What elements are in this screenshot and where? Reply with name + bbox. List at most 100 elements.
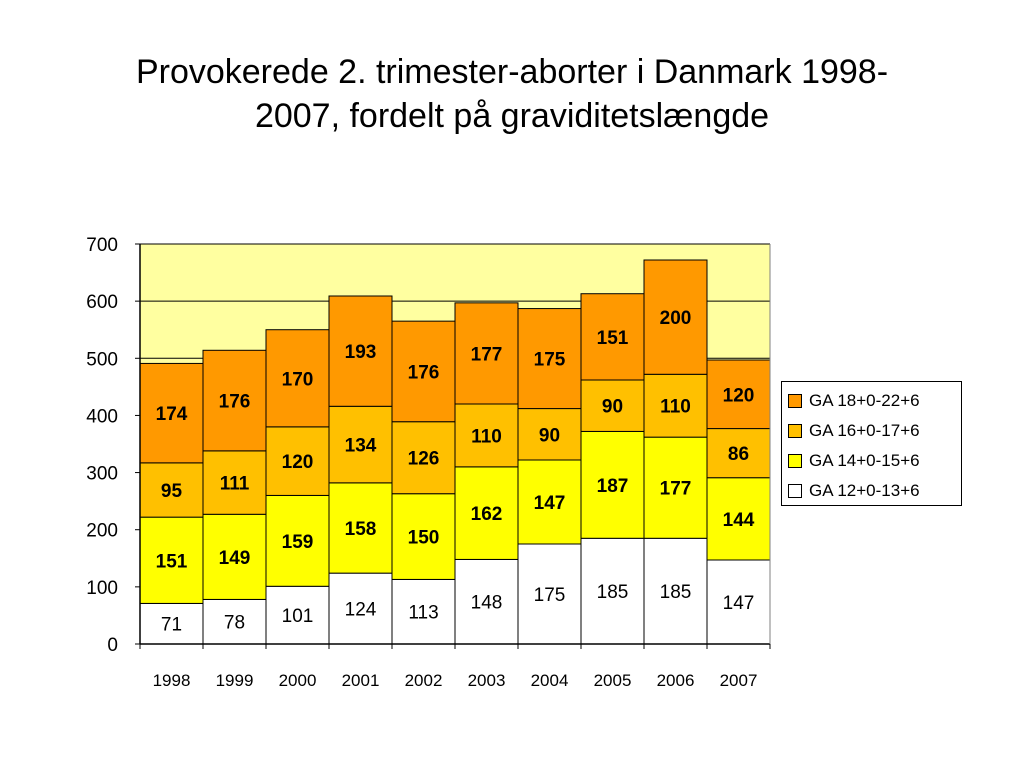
y-tick-label: 600 <box>86 292 118 313</box>
data-label-ga12: 101 <box>282 606 314 627</box>
x-tick-label: 2004 <box>531 671 569 690</box>
legend-item-ga14: GA 14+0-15+6 <box>788 446 961 476</box>
data-label-ga14: 177 <box>660 479 692 500</box>
x-tick-label: 2005 <box>594 671 632 690</box>
bar-ga16 <box>517 408 582 461</box>
bar-ga18 <box>643 259 708 375</box>
data-label-ga14: 162 <box>471 504 503 525</box>
bar-ga12 <box>517 543 582 645</box>
y-tick-label: 400 <box>86 406 118 427</box>
data-label-ga12: 71 <box>161 615 182 636</box>
data-label-ga18: 120 <box>723 385 755 406</box>
bar-ga14 <box>706 477 771 561</box>
y-tick-label: 200 <box>86 521 118 542</box>
data-label-ga18: 176 <box>408 362 440 383</box>
bar-ga16 <box>706 428 771 479</box>
y-tick-label: 0 <box>107 635 118 656</box>
data-label-ga14: 144 <box>723 510 755 531</box>
data-label-ga14: 158 <box>345 519 377 540</box>
bar-ga14 <box>391 493 456 580</box>
data-label-ga16: 126 <box>408 449 440 470</box>
bar-ga18 <box>706 359 771 430</box>
data-label-ga16: 111 <box>220 474 250 495</box>
bar-ga18 <box>454 302 519 405</box>
data-label-ga16: 90 <box>602 397 623 418</box>
data-label-ga18: 175 <box>534 350 566 371</box>
legend-label-ga18: GA 18+0-22+6 <box>809 391 920 410</box>
data-label-ga12: 185 <box>597 582 629 603</box>
legend-item-ga16: GA 16+0-17+6 <box>788 416 961 446</box>
bar-ga14 <box>580 430 645 539</box>
legend-swatch-ga14 <box>788 454 802 468</box>
bar-ga12 <box>265 585 330 645</box>
legend-swatch-ga12 <box>788 484 802 498</box>
bar-ga16 <box>580 379 645 432</box>
data-label-ga18: 176 <box>219 392 251 413</box>
data-label-ga14: 150 <box>408 528 440 549</box>
bar-ga16 <box>391 421 456 495</box>
data-label-ga16: 95 <box>161 481 183 502</box>
data-label-ga12: 175 <box>534 585 566 606</box>
bar-ga16 <box>202 450 267 515</box>
data-label-ga18: 177 <box>471 344 503 365</box>
bar-ga14 <box>265 494 330 587</box>
bar-ga14 <box>202 513 267 600</box>
x-tick-label: 2001 <box>342 671 380 690</box>
legend-label-ga12: GA 12+0-13+6 <box>809 481 920 500</box>
legend-label-ga14: GA 14+0-15+6 <box>809 451 920 470</box>
chart-title-line-2: 2007, fordelt på graviditetslængde <box>254 97 770 135</box>
data-label-ga14: 159 <box>282 532 314 553</box>
bar-ga18 <box>517 308 582 410</box>
bar-ga12 <box>328 572 393 645</box>
data-label-ga12: 185 <box>660 582 692 603</box>
data-label-ga18: 151 <box>597 328 629 349</box>
y-tick-label: 300 <box>86 464 118 485</box>
data-label-ga14: 151 <box>156 551 188 572</box>
data-label-ga12: 78 <box>224 613 245 634</box>
bar-ga18 <box>202 349 267 452</box>
data-label-ga18: 193 <box>345 342 377 363</box>
y-tick-label: 500 <box>86 349 118 370</box>
bar-ga14 <box>328 482 393 574</box>
x-tick-label: 2006 <box>657 671 695 690</box>
data-label-ga16: 110 <box>471 426 502 447</box>
x-tick-label: 1998 <box>153 671 191 690</box>
data-label-ga18: 174 <box>156 404 188 425</box>
bar-ga18 <box>139 362 204 464</box>
x-tick-label: 2007 <box>720 671 758 690</box>
data-label-ga14: 149 <box>219 548 251 569</box>
data-label-ga16: 86 <box>728 444 749 465</box>
data-label-ga12: 113 <box>408 603 438 624</box>
bar-ga14 <box>517 459 582 545</box>
x-tick-label: 2003 <box>468 671 506 690</box>
bar-ga12 <box>202 598 267 645</box>
chart-legend: GA 18+0-22+6 GA 16+0-17+6 GA 14+0-15+6 G… <box>781 381 962 506</box>
data-label-ga18: 200 <box>660 308 692 329</box>
legend-swatch-ga16 <box>788 424 802 438</box>
data-label-ga14: 147 <box>534 493 566 514</box>
x-tick-label: 2002 <box>405 671 443 690</box>
chart-title-line-1: Provokerede 2. trimester-aborter i Danma… <box>135 53 889 91</box>
x-tick-label: 2000 <box>279 671 317 690</box>
data-label-ga16: 90 <box>539 425 560 446</box>
data-label-ga12: 124 <box>345 600 377 621</box>
y-tick-label: 100 <box>86 578 118 599</box>
chart-title: Provokerede 2. trimester-aborter i Danma… <box>20 50 1004 138</box>
y-tick-label: 700 <box>86 235 118 256</box>
legend-item-ga18: GA 18+0-22+6 <box>788 386 961 416</box>
bar-ga16 <box>643 373 708 438</box>
bar-ga16 <box>139 462 204 518</box>
legend-label-ga16: GA 16+0-17+6 <box>809 421 920 440</box>
data-label-ga16: 110 <box>660 397 691 418</box>
legend-item-ga12: GA 12+0-13+6 <box>788 476 961 506</box>
data-label-ga16: 120 <box>282 452 314 473</box>
data-label-ga12: 148 <box>471 593 503 614</box>
data-label-ga16: 134 <box>345 436 377 457</box>
data-label-ga18: 170 <box>282 369 314 390</box>
data-label-ga14: 187 <box>597 476 629 497</box>
data-label-ga12: 147 <box>723 593 755 614</box>
x-tick-label: 1999 <box>216 671 254 690</box>
bar-ga16 <box>265 426 330 496</box>
bar-ga18 <box>580 293 645 381</box>
